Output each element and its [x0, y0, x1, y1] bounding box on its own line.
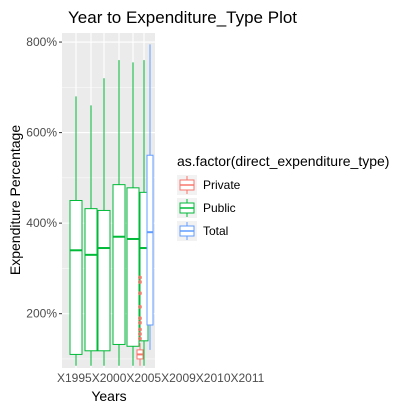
y-tick-label: 600%	[26, 126, 57, 140]
box-private-x2011	[136, 275, 144, 366]
legend: as.factor(direct_expenditure_type) Priva…	[177, 153, 389, 241]
outlier-point	[138, 332, 142, 337]
boxplot-layer	[69, 44, 154, 366]
legend-title: as.factor(direct_expenditure_type)	[177, 153, 389, 169]
outlier-point	[138, 320, 142, 325]
box-public-x1995	[69, 96, 83, 366]
legend-entry-total: Total	[177, 221, 228, 241]
legend-label: Total	[203, 224, 228, 238]
box-iqr	[84, 208, 98, 352]
box-iqr	[97, 209, 111, 352]
box-iqr	[146, 154, 154, 326]
legend-label: Public	[203, 201, 236, 215]
box-iqr	[126, 187, 140, 347]
y-tick-label: 800%	[26, 35, 57, 49]
x-tick-labels: X1995X2000X2005X2009X2010X2011	[57, 371, 265, 385]
box-public-x2005	[97, 78, 111, 366]
outlier-point	[138, 316, 142, 321]
box-iqr	[69, 200, 83, 355]
y-axis-ticks: 200% 400% 600% 800%	[26, 35, 62, 321]
outlier-point	[138, 291, 142, 296]
outlier-point	[138, 336, 142, 341]
outlier-point	[138, 304, 142, 309]
box-total-x2011	[146, 44, 154, 350]
legend-entry-private: Private	[177, 175, 241, 195]
box-iqr	[112, 184, 126, 345]
legend-entries: Private Public Total	[177, 175, 241, 241]
y-tick-label: 400%	[26, 216, 57, 230]
x-axis-title: Years	[91, 388, 126, 404]
box-public-x2000	[84, 105, 98, 366]
outlier-point	[138, 327, 142, 332]
outlier-point	[138, 279, 142, 284]
outlier-point	[138, 275, 142, 280]
box-public-x2009	[112, 60, 126, 366]
legend-label: Private	[203, 178, 241, 192]
y-tick-label: 200%	[26, 307, 57, 321]
y-axis-title: Expenditure Percentage	[7, 125, 23, 275]
box-public-x2010	[126, 62, 140, 366]
legend-entry-public: Public	[177, 198, 236, 218]
chart-title: Year to Expenditure_Type Plot	[68, 8, 297, 27]
